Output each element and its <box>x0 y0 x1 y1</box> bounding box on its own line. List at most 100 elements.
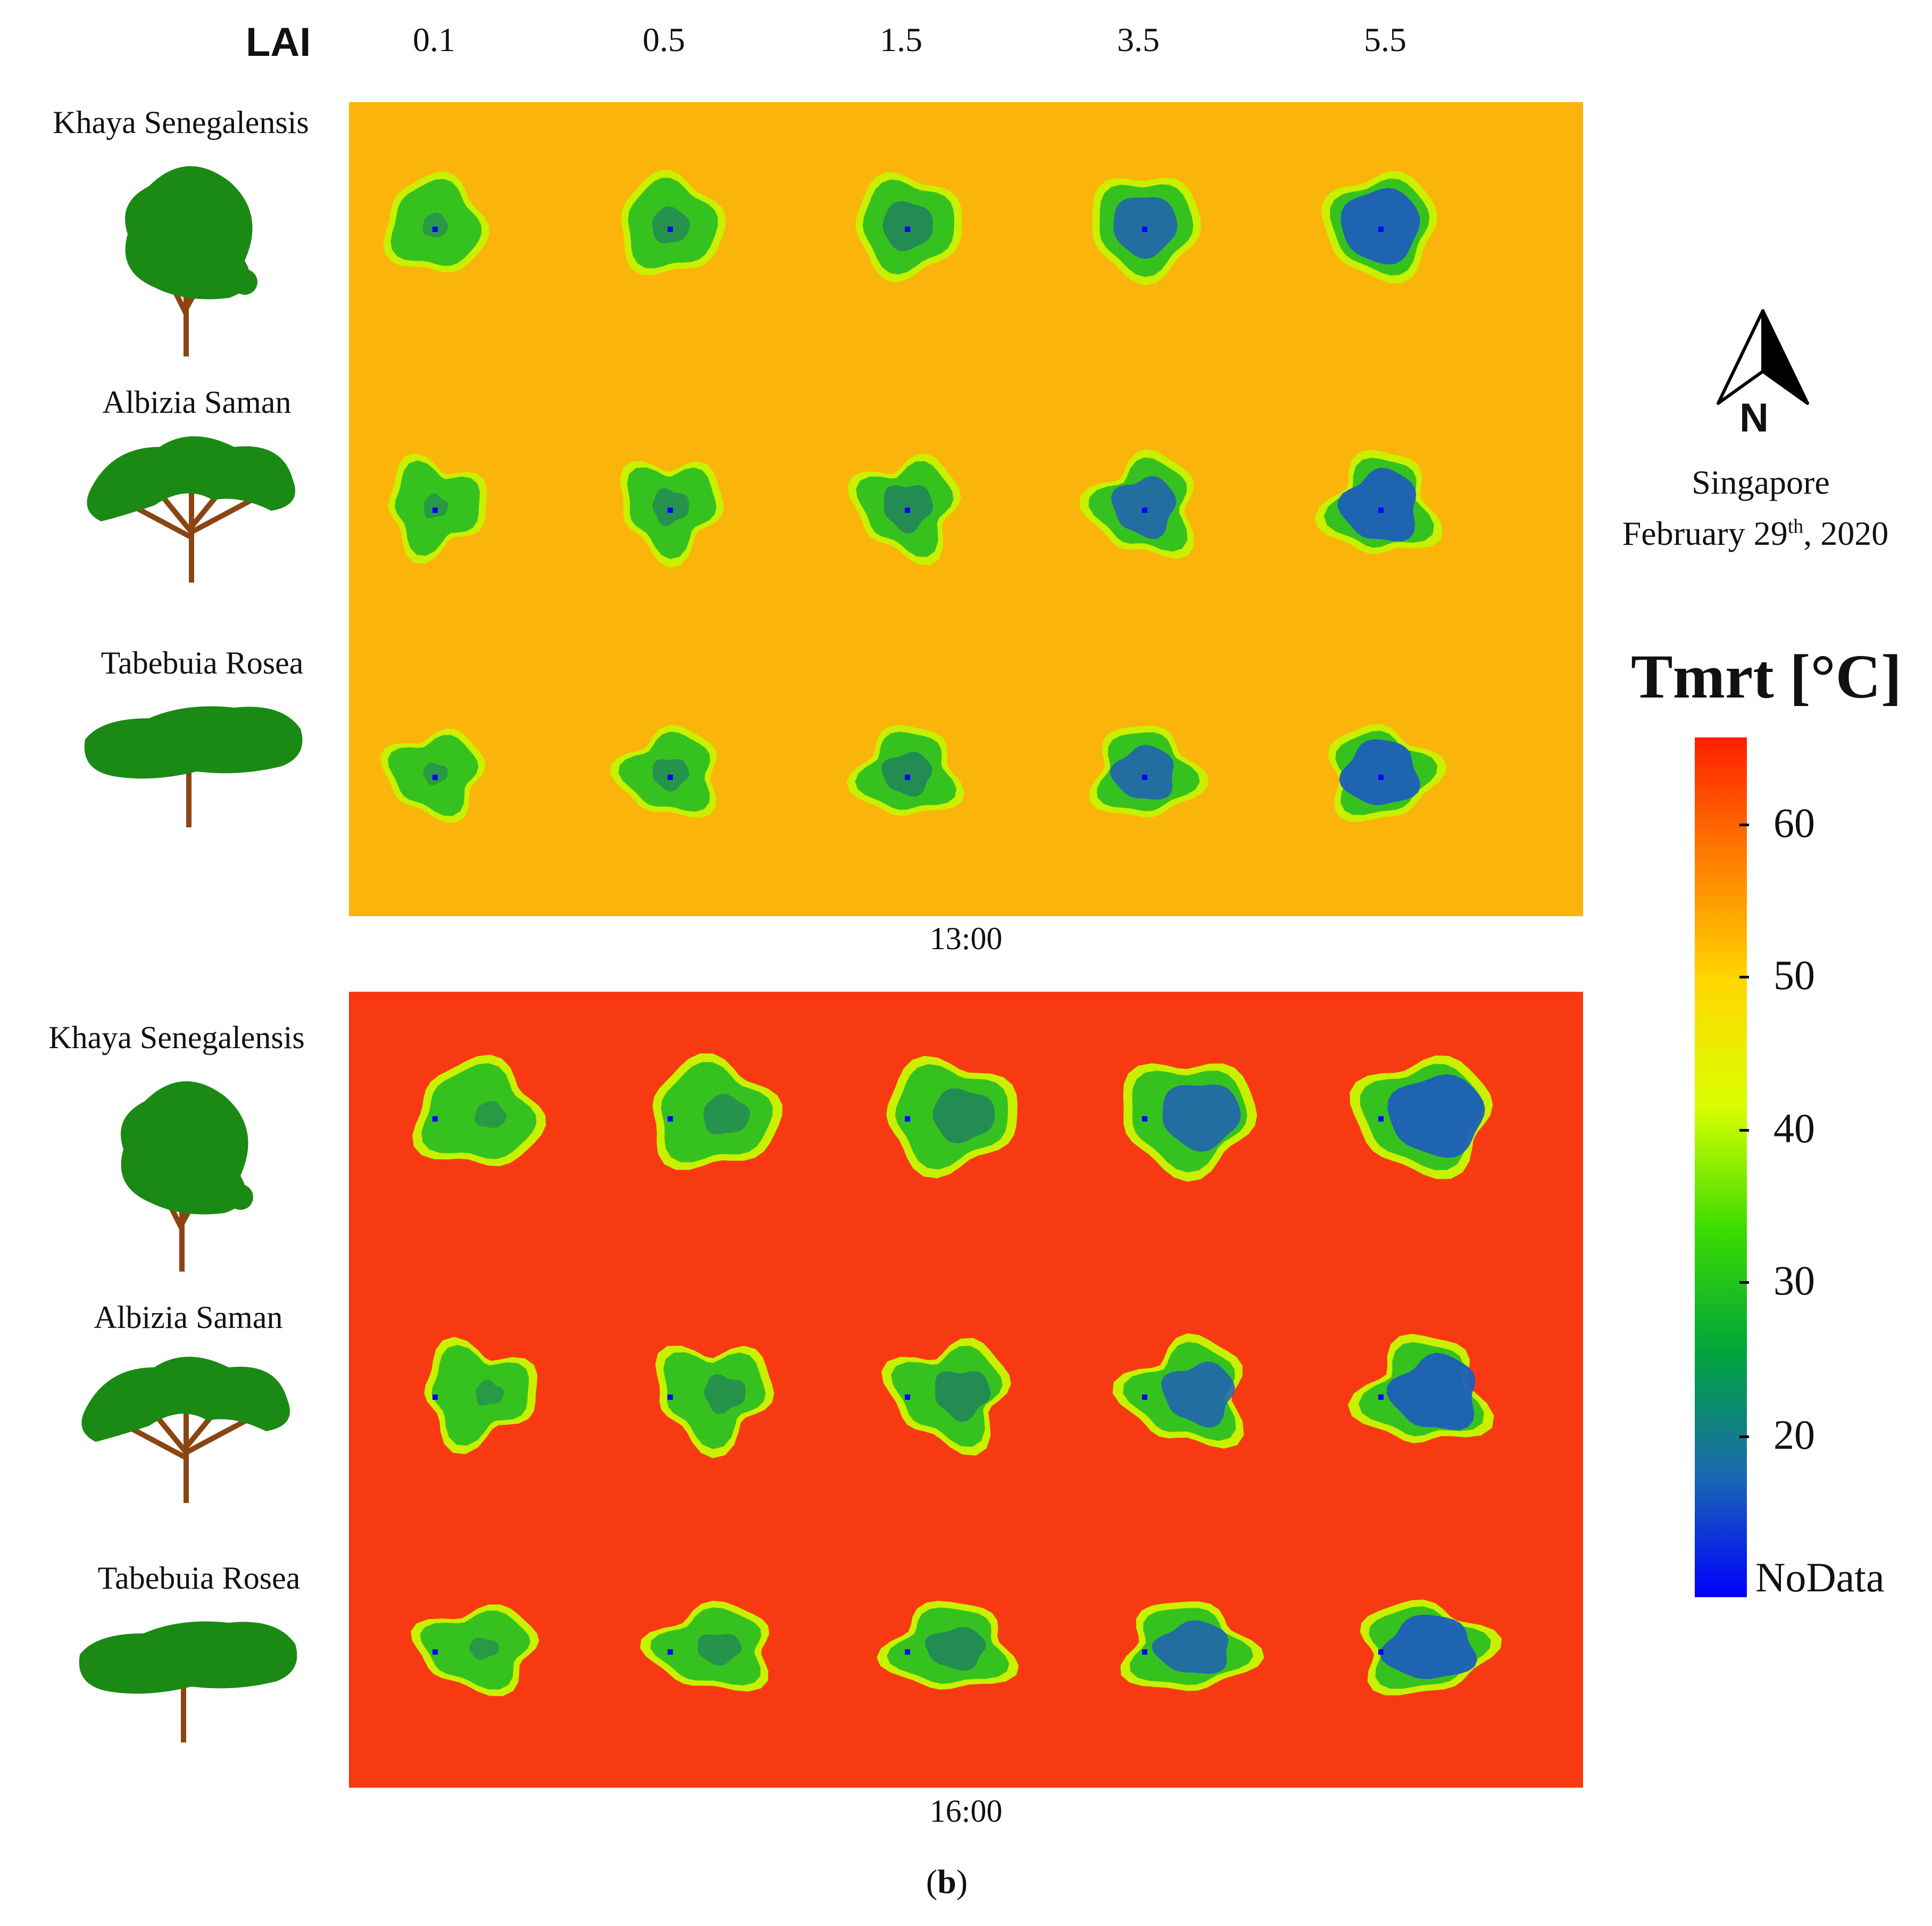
tree-shade-core <box>422 212 448 238</box>
tree-shade-core <box>652 488 689 526</box>
tree-shade-core <box>1110 744 1174 800</box>
figure-label: (b) <box>894 1862 1000 1902</box>
trunk-marker <box>1378 227 1384 232</box>
tree-shade-core <box>1111 476 1177 539</box>
legend-title: Tmrt [°C] <box>1631 642 1902 711</box>
species-label: Albizia Saman <box>94 1300 283 1335</box>
trunk-marker <box>668 508 673 513</box>
tree-shade-core <box>932 1088 995 1144</box>
tmrt-map-1300 <box>349 102 1583 916</box>
tree-shade-core <box>423 762 448 786</box>
trunk-marker <box>1378 508 1384 513</box>
trunk-marker <box>432 227 438 232</box>
color-scale-ticks: 60 50 40 30 20 <box>1739 737 1920 1642</box>
tree-shade-core <box>1337 468 1417 542</box>
tree-shade-core <box>1152 1620 1229 1674</box>
time-label: 13:00 <box>929 921 1003 956</box>
tree-illustration <box>74 1607 303 1748</box>
trunk-marker <box>1142 775 1147 780</box>
tree-shade-core <box>1386 1352 1476 1430</box>
tree-shade-core <box>476 1379 504 1406</box>
lai-value: 1.5 <box>880 21 922 59</box>
tree-shade-core <box>881 752 932 797</box>
trunk-marker <box>1378 1116 1384 1122</box>
tmrt-panel-1600 <box>349 992 1583 1788</box>
tree-shade-core <box>1161 1362 1235 1427</box>
trunk-marker <box>1142 1116 1147 1122</box>
trunk-marker <box>1378 1394 1384 1400</box>
trunk-marker <box>668 1116 673 1122</box>
date-label: February 29th, 2020 <box>1590 514 1920 553</box>
legend-tick-label: 40 <box>1773 1105 1815 1151</box>
time-label: 16:00 <box>929 1794 1003 1829</box>
tree-shade-core <box>652 206 690 244</box>
trunk-marker <box>905 227 910 232</box>
lai-header: LAI <box>246 20 311 65</box>
tree-shade-core <box>703 1094 750 1135</box>
species-label: Khaya Senegalensis <box>53 105 309 140</box>
date-suffix-sup: th <box>1787 515 1804 538</box>
legend-tick-mark <box>1739 1435 1749 1438</box>
location-label: Singapore <box>1692 463 1830 501</box>
tree-shade-core <box>1339 739 1421 806</box>
trunk-marker <box>1142 1649 1147 1655</box>
tree-illustration <box>102 1069 262 1280</box>
trunk-marker <box>668 1649 673 1655</box>
trunk-marker <box>668 775 673 780</box>
tree-shade-core <box>1380 1614 1477 1679</box>
tree-illustration <box>74 1346 298 1508</box>
tree-shade-core <box>925 1627 986 1671</box>
tree-illustration <box>80 692 309 833</box>
trunk-marker <box>432 1649 438 1655</box>
lai-value: 0.5 <box>643 21 685 59</box>
trunk-marker <box>905 775 910 780</box>
trunk-marker <box>905 508 910 513</box>
tree-shade-core <box>469 1637 499 1660</box>
trunk-marker <box>1378 1649 1384 1655</box>
legend-tick-label: 60 <box>1773 800 1815 846</box>
species-label: Tabebuia Rosea <box>101 645 304 680</box>
trunk-marker <box>1378 775 1384 780</box>
tree-shade-core <box>1162 1084 1241 1152</box>
legend-tick-label: 30 <box>1773 1257 1815 1304</box>
species-label: Tabebuia Rosea <box>97 1560 301 1596</box>
species-label: Khaya Senegalensis <box>48 1020 305 1055</box>
legend-tick-mark <box>1739 976 1749 978</box>
trunk-marker <box>905 1116 910 1122</box>
tmrt-map-1600 <box>349 992 1583 1788</box>
tree-shade-core <box>704 1374 746 1414</box>
north-arrow-icon <box>1715 308 1811 451</box>
lai-value: 0.1 <box>413 21 455 59</box>
legend-nodata-label: NoData <box>1755 1554 1885 1600</box>
legend-tick-label: 50 <box>1773 952 1815 998</box>
trunk-marker <box>668 227 673 232</box>
legend-tick-mark <box>1739 1281 1749 1284</box>
trunk-marker <box>432 508 438 513</box>
trunk-marker <box>432 775 438 780</box>
tree-shade-core <box>1340 188 1420 265</box>
tree-illustration <box>106 154 266 364</box>
legend-tick-label: 20 <box>1773 1412 1815 1458</box>
trunk-marker <box>1142 508 1147 513</box>
trunk-marker <box>432 1394 438 1400</box>
tree-illustration <box>80 426 303 588</box>
tree-shade-core <box>423 493 448 519</box>
trunk-marker <box>905 1649 910 1655</box>
trunk-marker <box>905 1394 910 1400</box>
tree-shade-core <box>474 1101 507 1128</box>
north-label: N <box>1739 395 1769 441</box>
tree-shade-core <box>697 1634 742 1666</box>
date-suffix: , 2020 <box>1803 514 1889 552</box>
figure-label-letter: b <box>937 1863 956 1900</box>
date-prefix: February 29 <box>1622 514 1788 552</box>
figure-label-open: ( <box>926 1863 938 1900</box>
trunk-marker <box>1142 1394 1147 1400</box>
legend-tick-mark <box>1739 824 1749 826</box>
tmrt-panel-1300 <box>349 102 1583 916</box>
species-label: Albizia Saman <box>102 385 292 420</box>
tree-shade-core <box>935 1371 991 1422</box>
figure-label-close: ) <box>956 1863 968 1900</box>
tree-shade-core <box>1387 1074 1485 1158</box>
legend-tick-mark <box>1739 1129 1749 1132</box>
color-scale-bar <box>1695 737 1747 1597</box>
